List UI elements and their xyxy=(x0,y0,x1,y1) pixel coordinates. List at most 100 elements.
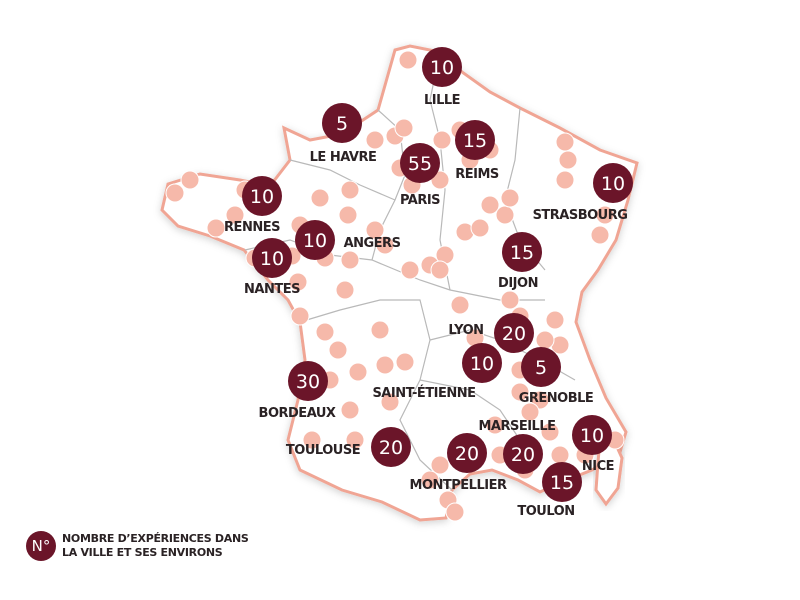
experience-dot xyxy=(365,130,385,150)
legend-line-2: LA VILLE ET SES ENVIRONS xyxy=(62,546,223,559)
count-bubble xyxy=(288,361,328,401)
city-label: GRENOBLE xyxy=(519,391,594,406)
count-value: 10 xyxy=(601,173,625,195)
experience-dot xyxy=(545,310,565,330)
count-value: 15 xyxy=(463,130,487,152)
city-label: SAINT-ÉTIENNE xyxy=(372,385,475,401)
experience-dot xyxy=(445,502,465,522)
experience-dot xyxy=(225,205,245,225)
city-label: RENNES xyxy=(224,220,280,235)
city-marker-grenoble: 5 GRENOBLE xyxy=(519,347,594,406)
experience-dot xyxy=(550,445,570,465)
count-value: 10 xyxy=(470,353,494,375)
city-marker-nice: 10 NICE xyxy=(572,415,615,474)
legend: N° NOMBRE D’EXPÉRIENCES DANS LA VILLE ET… xyxy=(26,531,249,561)
city-marker-angers: 10 ANGERS xyxy=(295,220,401,260)
city-label: NANTES xyxy=(244,282,300,297)
city-marker-le-havre: 5 LE HAVRE xyxy=(310,103,377,165)
experience-dot xyxy=(348,362,368,382)
city-label: STRASBOURG xyxy=(533,208,628,223)
count-bubble xyxy=(521,347,561,387)
experience-dot xyxy=(555,170,575,190)
experience-dot xyxy=(485,415,505,435)
count-bubble xyxy=(572,415,612,455)
count-bubble xyxy=(400,143,440,183)
count-value: 20 xyxy=(455,443,479,465)
city-label: TOULON xyxy=(517,504,574,519)
city-label: LE HAVRE xyxy=(310,150,377,165)
region-border xyxy=(289,159,396,201)
count-bubble xyxy=(242,176,282,216)
city-label: MONTPELLIER xyxy=(410,478,507,493)
count-value: 10 xyxy=(260,248,284,270)
experience-dot xyxy=(430,455,450,475)
count-bubble xyxy=(422,47,462,87)
experience-dot xyxy=(500,290,520,310)
experience-dot xyxy=(420,470,440,490)
experience-dot xyxy=(540,422,560,442)
experience-dot xyxy=(375,355,395,375)
city-label: NICE xyxy=(582,459,614,474)
experience-dot xyxy=(315,322,335,342)
experience-dot xyxy=(340,180,360,200)
experience-dot xyxy=(430,260,450,280)
experience-dot xyxy=(380,392,400,412)
count-bubble xyxy=(447,433,487,473)
city-marker-bordeaux: 30 BORDEAUX xyxy=(259,361,336,421)
experience-dot xyxy=(398,50,418,70)
city-marker-paris: 55 PARIS xyxy=(400,143,441,208)
legend-badge: N° xyxy=(26,531,56,561)
experience-dot xyxy=(290,306,310,326)
experience-dot xyxy=(370,320,390,340)
city-label: MARSEILLE xyxy=(478,419,555,434)
experience-dot xyxy=(510,382,530,402)
experience-dot xyxy=(500,188,520,208)
count-bubble xyxy=(503,434,543,474)
experience-dot xyxy=(302,430,322,450)
count-bubble xyxy=(252,238,292,278)
count-bubble xyxy=(502,232,542,272)
experience-dot xyxy=(450,295,470,315)
city-marker-toulon: 15 TOULON xyxy=(517,462,582,519)
experience-dot xyxy=(328,340,348,360)
count-bubble xyxy=(593,163,633,203)
experience-dot xyxy=(340,250,360,270)
experience-dot xyxy=(555,132,575,152)
city-label: REIMS xyxy=(455,167,499,182)
count-value: 10 xyxy=(580,425,604,447)
count-bubble xyxy=(322,103,362,143)
experience-dot xyxy=(400,260,420,280)
count-value: 55 xyxy=(408,153,432,175)
count-value: 5 xyxy=(336,113,348,135)
count-value: 10 xyxy=(430,57,454,79)
count-bubble xyxy=(462,343,502,383)
experience-dot xyxy=(394,118,414,138)
city-marker-lyon: 20 LYON xyxy=(448,313,534,353)
experience-dot xyxy=(558,150,578,170)
city-label: LILLE xyxy=(424,93,460,108)
experience-dot xyxy=(590,225,610,245)
city-marker-nantes: 10 NANTES xyxy=(244,238,301,297)
city-marker-marseille: 20 MARSEILLE xyxy=(478,419,556,474)
experience-dot xyxy=(432,130,452,150)
experience-dot xyxy=(470,218,490,238)
count-value: 20 xyxy=(502,323,526,345)
experience-dot xyxy=(180,170,200,190)
count-bubble xyxy=(542,462,582,502)
count-value: 5 xyxy=(535,357,547,379)
count-value: 20 xyxy=(511,444,535,466)
experience-dot xyxy=(520,402,540,422)
city-label: PARIS xyxy=(400,193,440,208)
city-marker-lille: 10 LILLE xyxy=(422,47,462,108)
count-value: 15 xyxy=(550,472,574,494)
legend-line-1: NOMBRE D’EXPÉRIENCES DANS xyxy=(62,532,249,545)
experience-dot xyxy=(595,205,615,225)
experience-dot xyxy=(165,183,185,203)
count-value: 30 xyxy=(296,371,320,393)
experience-dot xyxy=(375,235,395,255)
city-marker-saint-étienne: 10 SAINT-ÉTIENNE xyxy=(372,343,502,401)
region-border xyxy=(419,379,521,441)
experience-dot xyxy=(310,188,330,208)
city-marker-toulouse: 20 TOULOUSE xyxy=(286,427,411,467)
